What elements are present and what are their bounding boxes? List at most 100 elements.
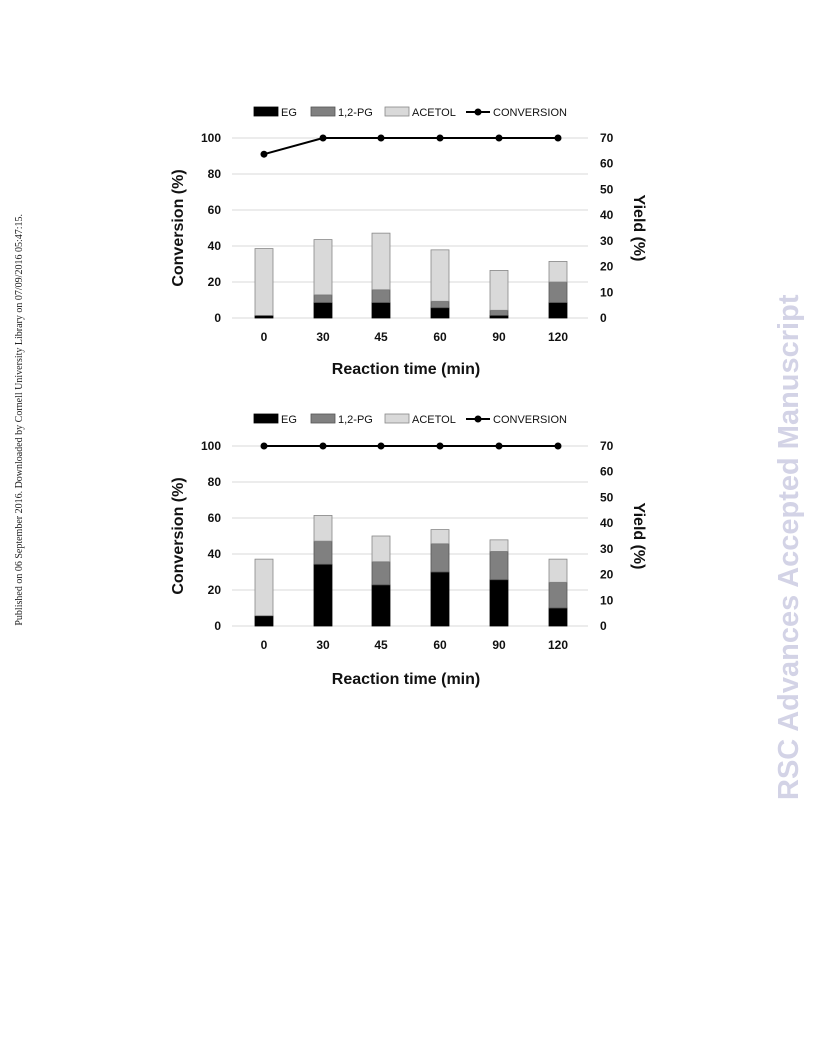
conversion-point [554,442,562,450]
legend-swatch [253,106,279,117]
y-tick-label: 20 [208,275,222,289]
legend-swatch [310,106,336,117]
legend-label: CONVERSION [493,414,567,426]
bar-eg [430,571,450,627]
conversion-point [377,442,385,450]
conversion-point [554,134,562,142]
y2-tick-label: 20 [600,260,614,274]
conversion-point [436,134,444,142]
y-axis-title: Conversion (%) [170,477,187,594]
x-tick-label: 90 [492,330,506,344]
x-axis-title: Reaction time (min) [332,671,480,688]
bar-acetol [313,515,333,542]
bar-eg [313,302,333,319]
y-tick-label: 60 [208,203,222,217]
y2-tick-label: 40 [600,516,614,530]
bar-acetol [430,249,450,302]
bar-1-2-pg [489,309,509,316]
bar-acetol [548,261,568,283]
bar-1-2-pg [548,581,568,609]
y-tick-label: 100 [201,131,221,145]
bar-eg [548,302,568,319]
bar-1-2-pg [489,551,509,581]
bar-acetol [313,239,333,296]
bar-1-2-pg [548,281,568,303]
chart-2: 0 20 40 60 80 100 0 10 20 30 40 50 60 70 0 30 45 60 90 120 R… [170,413,647,688]
y-tick-label: 0 [214,311,221,325]
y-tick-label: 0 [214,619,221,633]
conversion-point [319,134,327,142]
conversion-point [436,442,444,450]
y2-tick-label: 70 [600,131,614,145]
bar-1-2-pg [371,561,391,586]
y2-tick-label: 0 [600,619,607,633]
y-tick-label: 20 [208,583,222,597]
bar-acetol [430,529,450,545]
bar-eg [371,584,391,627]
conversion-point [495,134,503,142]
bar-1-2-pg [313,540,333,565]
y2-tick-label: 50 [600,490,614,504]
y-tick-label: 60 [208,511,222,525]
bar-eg [254,615,274,627]
bar-1-2-pg [371,289,391,303]
y-tick-label: 100 [201,439,221,453]
y2-tick-label: 10 [600,593,614,607]
bar-eg [548,607,568,627]
legend-swatch [384,106,410,117]
bar-acetol [489,270,509,311]
x-tick-label: 60 [433,638,447,652]
bar-acetol [254,248,274,316]
x-tick-label: 45 [374,638,388,652]
y2-axis-title: Yield (%) [630,503,647,570]
bar-1-2-pg [313,294,333,303]
y2-axis-title: Yield (%) [630,195,647,262]
x-tick-label: 90 [492,638,506,652]
y-tick-label: 40 [208,547,222,561]
y2-tick-label: 10 [600,285,614,299]
y-tick-label: 80 [208,475,222,489]
legend-label: EG [281,107,297,119]
legend-line-marker [474,415,482,423]
bar-eg [313,563,333,627]
legend-label: ACETOL [412,414,456,426]
y2-tick-label: 30 [600,542,614,556]
legend-swatch [384,413,410,424]
bar-eg [371,302,391,319]
conversion-point [260,442,268,450]
conversion-point [260,150,268,158]
y-tick-label: 40 [208,239,222,253]
x-tick-label: 0 [261,330,268,344]
x-tick-label: 30 [316,330,330,344]
x-tick-label: 0 [261,638,268,652]
y-axis-title: Conversion (%) [170,169,187,286]
legend-label: 1,2-PG [338,414,373,426]
bar-acetol [254,558,274,617]
legend-label: ACETOL [412,107,456,119]
conversion-point [319,442,327,450]
legend-swatch [253,413,279,424]
x-tick-label: 45 [374,330,388,344]
legend-label: EG [281,414,297,426]
bar-acetol [548,558,568,583]
bar-1-2-pg [430,300,450,309]
legend-label: 1,2-PG [338,107,373,119]
bar-acetol [371,535,391,563]
x-tick-label: 120 [548,330,568,344]
bar-eg [489,579,509,627]
bar-1-2-pg [430,543,450,573]
x-axis-title: Reaction time (min) [332,361,480,378]
x-tick-label: 120 [548,638,568,652]
legend-swatch [310,413,336,424]
y2-tick-label: 0 [600,311,607,325]
y2-tick-label: 30 [600,234,614,248]
chart-1: 0 20 40 60 80 100 0 10 20 30 40 50 60 70 0 30 45 60 90 120 R… [170,106,647,378]
y2-tick-label: 40 [600,208,614,222]
x-tick-label: 60 [433,330,447,344]
y2-tick-label: 60 [600,465,614,479]
y-tick-label: 80 [208,167,222,181]
legend-label: CONVERSION [493,107,567,119]
x-tick-label: 30 [316,638,330,652]
conversion-point [495,442,503,450]
